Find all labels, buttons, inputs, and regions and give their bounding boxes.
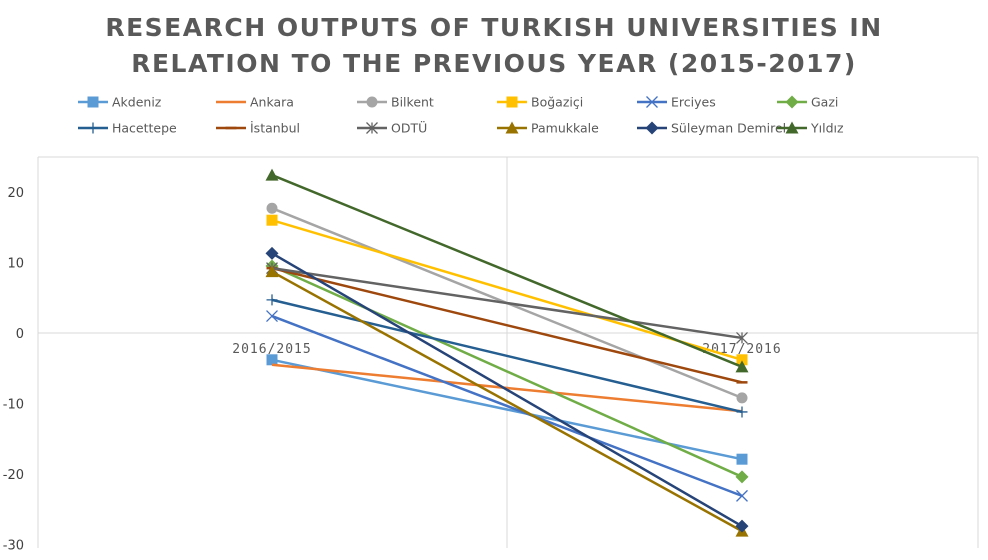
- legend-label: Süleyman Demirel: [671, 121, 786, 136]
- legend-marker: [87, 96, 99, 108]
- data-point-marker: [735, 519, 749, 533]
- legend-item-akdeniz: Akdeniz: [78, 95, 162, 110]
- series-line: [271, 266, 743, 340]
- chart-title-line-1: RESEARCH OUTPUTS OF TURKISH UNIVERSITIES…: [105, 13, 882, 42]
- legend-item-odtu-: ODTÜ: [357, 120, 427, 136]
- legend-item-su-leyman-demirel: Süleyman Demirel: [637, 121, 786, 136]
- data-point-marker: [736, 354, 748, 366]
- legend-label: ODTÜ: [391, 120, 427, 136]
- legend-label: Erciyes: [671, 95, 716, 110]
- legend-item-erciyes: Erciyes: [637, 95, 716, 110]
- data-point-marker: [736, 392, 748, 404]
- series-line: [271, 298, 743, 414]
- legend-label: Yıldız: [810, 121, 844, 136]
- series-line: [271, 270, 743, 533]
- data-point-marker: [265, 168, 279, 181]
- data-point-marker: [736, 453, 748, 465]
- legend-marker: [785, 95, 799, 109]
- legend-label: Gazi: [811, 95, 838, 110]
- legend-label: Pamukkale: [531, 121, 599, 136]
- data-point-marker: [735, 470, 749, 484]
- data-point-marker: [735, 360, 749, 373]
- legend-marker: [366, 122, 378, 134]
- chart-title-line-2: RELATION TO THE PREVIOUS YEAR (2015-2017…: [131, 49, 857, 78]
- legend-marker: [87, 122, 99, 134]
- series-bog-azic-i: [266, 214, 748, 366]
- legend-label: Hacettepe: [112, 121, 177, 136]
- series-hacettepe: [266, 294, 748, 418]
- series-line: [271, 314, 743, 498]
- legend-label: İstanbul: [250, 121, 300, 136]
- y-tick-label: 10: [7, 257, 24, 272]
- legend-item-hacettepe: Hacettepe: [78, 121, 177, 136]
- y-tick-label: -10: [3, 398, 24, 413]
- data-point-marker: [736, 331, 748, 344]
- data-point-marker: [266, 354, 278, 366]
- series-ankara: [271, 363, 743, 413]
- legend-marker: [646, 96, 658, 108]
- legend-label: Akdeniz: [112, 95, 162, 110]
- series-line: [271, 219, 743, 361]
- legend-item-gazi: Gazi: [777, 95, 838, 110]
- data-point-marker: [736, 489, 748, 502]
- y-tick-label: -30: [3, 539, 24, 554]
- data-point-marker: [266, 214, 278, 226]
- legend-marker: [645, 121, 659, 135]
- legend-label: Boğaziçi: [531, 95, 583, 110]
- legend-item-i-stanbul: İstanbul: [216, 121, 300, 136]
- series-odtu-: [266, 262, 748, 344]
- data-point-marker: [265, 246, 279, 260]
- legend-label: Bilkent: [391, 95, 434, 110]
- legend-item-bilkent: Bilkent: [357, 95, 434, 110]
- series-erciyes: [266, 310, 748, 502]
- series-line: [271, 173, 743, 368]
- legend-item-bog-azic-i: Boğaziçi: [497, 95, 583, 110]
- legend-marker: [785, 121, 799, 134]
- y-tick-label: 0: [16, 327, 24, 342]
- legend-item-y-ld-z: Yıldız: [777, 121, 844, 136]
- series-y-ld-z: [265, 168, 749, 373]
- series-line: [271, 363, 743, 413]
- legend-item-pamukkale: Pamukkale: [497, 121, 599, 136]
- y-tick-label: 20: [7, 186, 24, 201]
- series-line: [271, 252, 743, 528]
- data-point-marker: [736, 406, 748, 418]
- series-line: [271, 264, 743, 478]
- data-point-marker: [266, 202, 278, 214]
- legend-marker: [366, 96, 378, 108]
- legend-marker: [506, 96, 518, 108]
- data-point-marker: [266, 294, 278, 306]
- legend-marker: [505, 121, 519, 134]
- legend-label: Ankara: [250, 95, 294, 110]
- series-line: [271, 266, 743, 384]
- legend-item-ankara: Ankara: [216, 95, 294, 110]
- x-category-label: 2016/2015: [232, 342, 311, 357]
- data-point-marker: [266, 310, 278, 323]
- series-su-leyman-demirel: [265, 246, 749, 533]
- data-point-marker: [265, 265, 279, 278]
- y-tick-label: -20: [3, 468, 24, 483]
